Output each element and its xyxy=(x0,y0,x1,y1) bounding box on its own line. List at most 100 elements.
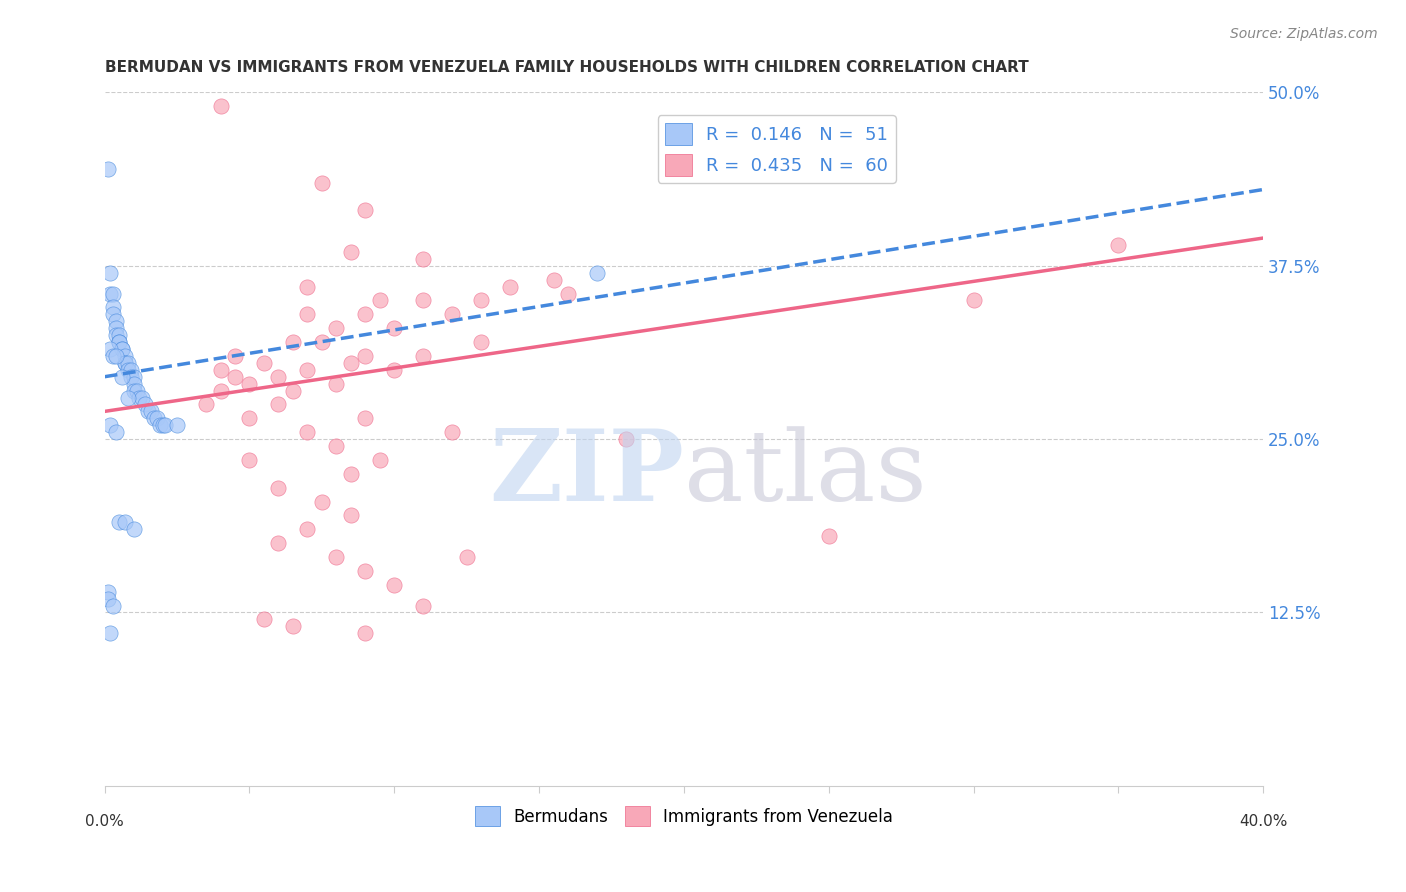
Point xyxy=(117,363,139,377)
Point xyxy=(382,363,405,377)
Point xyxy=(281,384,304,398)
Point xyxy=(103,349,125,363)
Point xyxy=(325,376,347,391)
Text: 40.0%: 40.0% xyxy=(1239,814,1288,829)
Point xyxy=(139,404,162,418)
Point xyxy=(267,369,290,384)
Point xyxy=(354,411,377,425)
Point xyxy=(412,293,434,308)
Point xyxy=(267,481,290,495)
Point xyxy=(325,549,347,564)
Point xyxy=(238,376,260,391)
Point xyxy=(122,384,145,398)
Point xyxy=(297,363,319,377)
Text: 0.0%: 0.0% xyxy=(86,814,124,829)
Point xyxy=(311,494,333,508)
Point xyxy=(105,328,128,343)
Point xyxy=(340,244,363,259)
Point xyxy=(136,404,159,418)
Point xyxy=(354,349,377,363)
Point xyxy=(100,342,122,356)
Point xyxy=(962,293,984,308)
Point xyxy=(100,266,122,280)
Point xyxy=(382,321,405,335)
Point xyxy=(368,293,391,308)
Point xyxy=(456,549,478,564)
Point xyxy=(297,425,319,440)
Point xyxy=(108,516,131,530)
Point xyxy=(100,626,122,640)
Point xyxy=(224,369,246,384)
Point xyxy=(128,391,150,405)
Point xyxy=(209,99,232,113)
Point xyxy=(120,369,142,384)
Point xyxy=(103,286,125,301)
Point xyxy=(97,591,120,606)
Point xyxy=(108,334,131,349)
Text: atlas: atlas xyxy=(683,425,927,522)
Point xyxy=(614,432,637,446)
Point xyxy=(122,369,145,384)
Point xyxy=(111,369,134,384)
Point xyxy=(105,321,128,335)
Point xyxy=(146,411,169,425)
Point xyxy=(340,508,363,523)
Point xyxy=(238,411,260,425)
Point xyxy=(412,599,434,613)
Point xyxy=(209,384,232,398)
Point xyxy=(311,176,333,190)
Point xyxy=(122,376,145,391)
Point xyxy=(114,356,136,370)
Point xyxy=(103,301,125,315)
Point xyxy=(155,418,177,433)
Point xyxy=(354,203,377,218)
Point xyxy=(441,307,464,321)
Point xyxy=(253,612,276,626)
Point xyxy=(586,266,609,280)
Point xyxy=(297,522,319,536)
Point xyxy=(111,342,134,356)
Point xyxy=(297,307,319,321)
Point xyxy=(108,328,131,343)
Point xyxy=(103,307,125,321)
Point xyxy=(340,467,363,481)
Text: ZIP: ZIP xyxy=(489,425,683,523)
Point xyxy=(111,342,134,356)
Point xyxy=(117,391,139,405)
Point xyxy=(97,584,120,599)
Point xyxy=(267,397,290,411)
Point xyxy=(209,363,232,377)
Point xyxy=(108,334,131,349)
Point xyxy=(134,397,156,411)
Point xyxy=(412,252,434,266)
Point xyxy=(1107,238,1129,252)
Point xyxy=(131,391,153,405)
Point xyxy=(105,425,128,440)
Point xyxy=(105,349,128,363)
Point xyxy=(100,418,122,433)
Point xyxy=(368,453,391,467)
Point xyxy=(297,279,319,293)
Point xyxy=(253,356,276,370)
Point xyxy=(114,516,136,530)
Point xyxy=(238,453,260,467)
Point xyxy=(281,619,304,633)
Point xyxy=(97,161,120,176)
Point xyxy=(100,286,122,301)
Point xyxy=(149,418,172,433)
Point xyxy=(105,314,128,328)
Point xyxy=(325,321,347,335)
Point xyxy=(281,334,304,349)
Point xyxy=(354,307,377,321)
Point xyxy=(325,439,347,453)
Point xyxy=(114,349,136,363)
Point xyxy=(103,599,125,613)
Point xyxy=(543,272,565,286)
Point xyxy=(354,626,377,640)
Point xyxy=(166,418,188,433)
Point xyxy=(152,418,174,433)
Point xyxy=(195,397,218,411)
Point xyxy=(267,536,290,550)
Point xyxy=(311,334,333,349)
Point xyxy=(120,363,142,377)
